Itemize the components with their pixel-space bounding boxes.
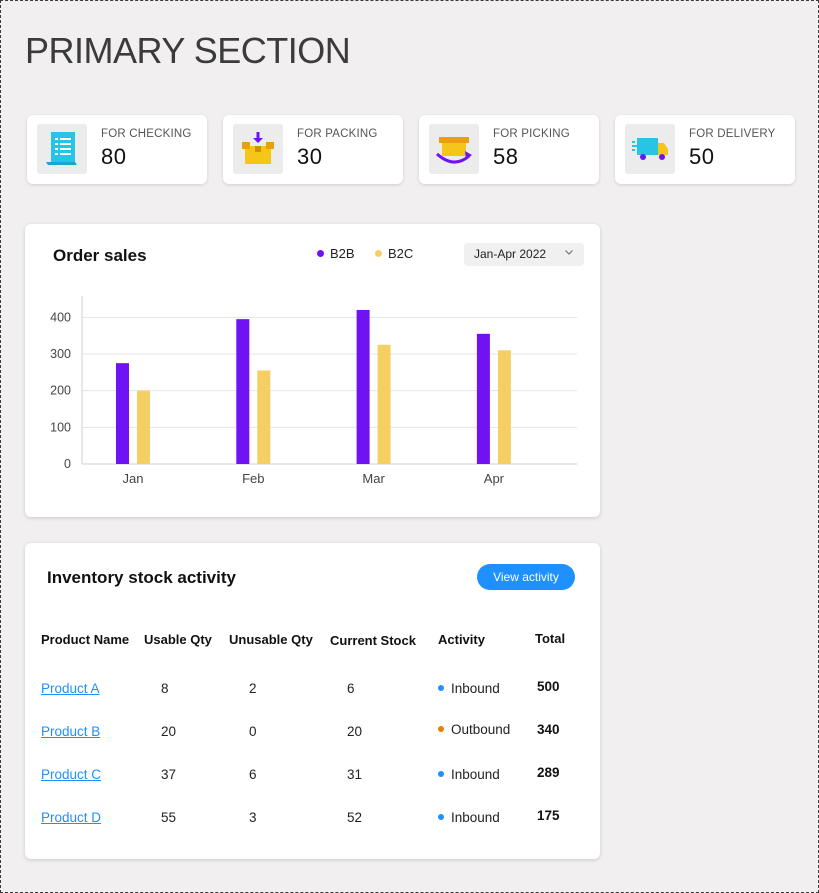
- inventory-title: Inventory stock activity: [47, 568, 236, 587]
- column-header-usable-qty: Usable Qty: [144, 632, 212, 647]
- column-header-unusable-qty: Unusable Qty: [229, 632, 313, 647]
- table-row: Product A 8 2 6 500 Inbound: [25, 679, 600, 703]
- product-link[interactable]: Product D: [41, 810, 102, 825]
- delivery-truck-icon: [632, 138, 668, 160]
- date-range-select[interactable]: Jan-Apr 2022: [464, 243, 584, 266]
- stat-label: FOR PACKING: [297, 128, 378, 140]
- legend-dot: [375, 250, 382, 257]
- y-tick-label: 200: [50, 384, 71, 398]
- y-tick-label: 0: [64, 457, 71, 471]
- table-row: Product B 20 0 20 340 Outbound: [25, 722, 600, 746]
- view-activity-button[interactable]: View activity: [477, 564, 575, 590]
- y-tick-label: 100: [50, 420, 71, 434]
- legend-b2b: B2B: [317, 246, 355, 261]
- stat-value: 80: [101, 144, 127, 169]
- column-header-total: Total: [535, 631, 566, 646]
- product-link[interactable]: Product C: [41, 767, 102, 782]
- box-arrow-icon: [436, 137, 472, 164]
- checklist-icon: [46, 132, 77, 165]
- activity-cell: Outbound: [438, 722, 510, 737]
- stat-value: 50: [689, 144, 715, 169]
- bar-b2c-apr: [497, 350, 511, 464]
- unusable-qty-cell: 6: [249, 767, 257, 782]
- column-header-current-stock: Current Stock: [330, 633, 416, 648]
- x-tick-label: Jan: [123, 471, 144, 486]
- bar-b2b-feb: [236, 319, 250, 464]
- order-sales-title: Order sales: [53, 246, 147, 265]
- x-tick-label: Apr: [484, 471, 505, 486]
- stat-value: 30: [297, 144, 323, 169]
- current-stock-cell: 52: [347, 810, 363, 825]
- total-cell: 500: [537, 679, 560, 694]
- column-header-product-name: Product Name: [41, 632, 130, 647]
- stat-label: FOR CHECKING: [101, 128, 192, 140]
- activity-cell: Inbound: [438, 681, 500, 696]
- legend-b2c: B2C: [375, 246, 413, 261]
- stat-label: FOR PICKING: [493, 128, 570, 140]
- package-icon: [242, 132, 274, 164]
- order-sales-chart: 0 100 200 300 400 Jan Feb Mar Apr: [50, 296, 577, 486]
- bar-b2b-apr: [476, 333, 490, 464]
- current-stock-cell: 6: [347, 681, 355, 696]
- product-link[interactable]: Product B: [41, 724, 101, 739]
- stat-value: 58: [493, 144, 519, 169]
- column-header-activity: Activity: [438, 632, 485, 647]
- legend-label: B2C: [388, 246, 414, 261]
- bar-b2c-mar: [377, 344, 391, 464]
- total-cell: 175: [537, 808, 560, 823]
- total-cell: 340: [537, 722, 560, 737]
- inventory-panel: Inventory stock activity View activity P…: [25, 543, 600, 859]
- chevron-down-icon: [565, 250, 573, 255]
- unusable-qty-cell: 0: [249, 724, 257, 739]
- bar-b2c-feb: [257, 370, 271, 464]
- legend-dot: [317, 250, 324, 257]
- legend-label: B2B: [330, 246, 355, 261]
- stat-card-picking[interactable]: FOR PICKING 58: [419, 115, 599, 184]
- usable-qty-cell: 20: [161, 724, 177, 739]
- usable-qty-cell: 8: [161, 681, 169, 696]
- stat-label: FOR DELIVERY: [689, 128, 776, 140]
- order-sales-panel: Order sales B2B B2C Jan-Apr 2022 0 100 200…: [25, 224, 600, 517]
- stat-card-packing[interactable]: FOR PACKING 30: [223, 115, 403, 184]
- unusable-qty-cell: 3: [249, 810, 257, 825]
- x-tick-label: Mar: [362, 471, 385, 486]
- x-tick-label: Feb: [242, 471, 264, 486]
- activity-label: Inbound: [451, 810, 500, 825]
- table-row: Product C 37 6 31 289 Inbound: [25, 765, 600, 789]
- stat-card-checking[interactable]: FOR CHECKING 80: [27, 115, 207, 184]
- activity-status-dot: [438, 814, 444, 820]
- bar-b2b-jan: [116, 363, 129, 464]
- activity-status-dot: [438, 771, 444, 777]
- usable-qty-cell: 55: [161, 810, 177, 825]
- activity-label: Inbound: [451, 767, 500, 782]
- unusable-qty-cell: 2: [249, 681, 257, 696]
- table-row: Product D 55 3 52 175 Inbound: [25, 808, 600, 832]
- activity-cell: Inbound: [438, 767, 500, 782]
- stat-card-delivery[interactable]: FOR DELIVERY 50: [615, 115, 795, 184]
- current-stock-cell: 20: [347, 724, 363, 739]
- date-range-value: Jan-Apr 2022: [474, 247, 547, 261]
- product-link[interactable]: Product A: [41, 681, 100, 696]
- bar-b2c-jan: [137, 390, 150, 464]
- activity-label: Inbound: [451, 681, 500, 696]
- usable-qty-cell: 37: [161, 767, 177, 782]
- activity-label: Outbound: [451, 722, 511, 737]
- page-title: PRIMARY SECTION: [25, 30, 351, 71]
- y-tick-label: 400: [50, 310, 71, 324]
- bar-b2b-mar: [356, 309, 370, 464]
- activity-cell: Inbound: [438, 810, 500, 825]
- activity-status-dot: [438, 685, 444, 691]
- total-cell: 289: [537, 765, 560, 780]
- activity-status-dot: [438, 726, 444, 732]
- current-stock-cell: 31: [347, 767, 363, 782]
- y-tick-label: 300: [50, 347, 71, 361]
